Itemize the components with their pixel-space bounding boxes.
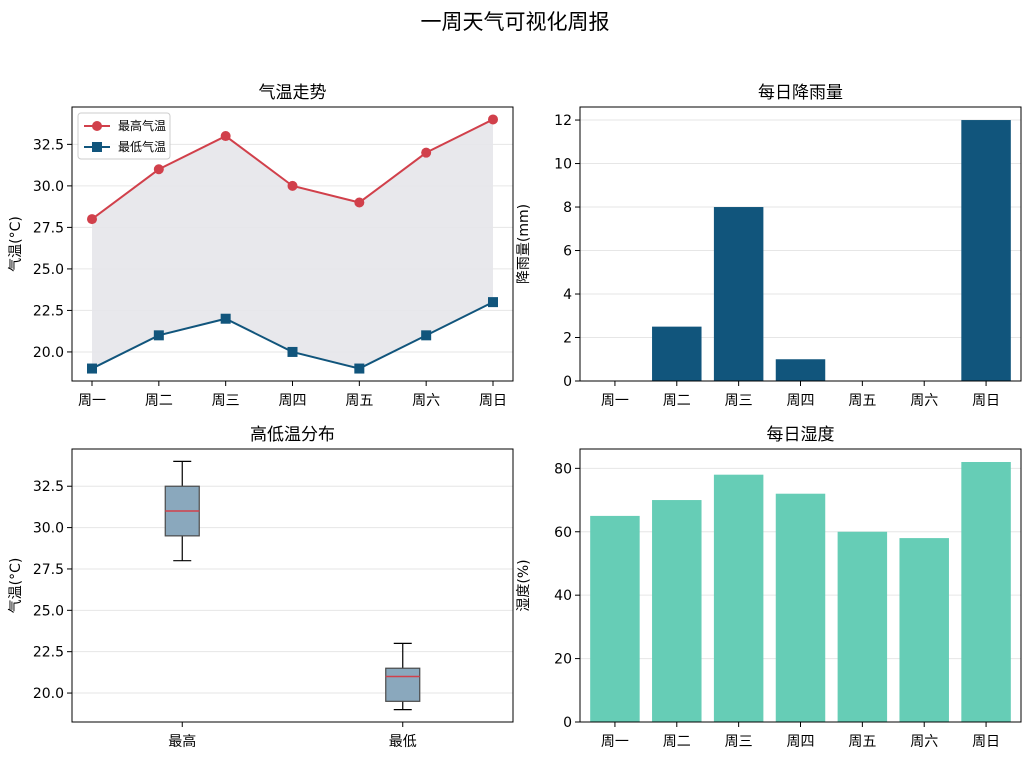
data-point-min bbox=[354, 363, 365, 374]
data-point-min bbox=[287, 346, 298, 357]
bar bbox=[775, 359, 826, 381]
chart-title: 每日降雨量 bbox=[758, 83, 843, 103]
x-tick-label: 周三 bbox=[725, 393, 753, 409]
x-tick-label: 周三 bbox=[212, 393, 240, 409]
x-tick-label: 周三 bbox=[725, 734, 753, 750]
y-tick-label: 30.0 bbox=[33, 179, 64, 195]
bar bbox=[775, 493, 826, 722]
bar bbox=[837, 531, 888, 722]
x-tick-label: 周四 bbox=[787, 393, 815, 409]
legend-label: 最高气温 bbox=[118, 118, 166, 133]
y-axis-label: 降雨量(mm) bbox=[516, 204, 532, 284]
chart-temp_box: 高低温分布 20.0 22.5 25.0 27.5 30.0 32.5 气温(°C) 最高 最低 bbox=[8, 425, 514, 750]
bar bbox=[899, 538, 949, 722]
bar bbox=[652, 326, 702, 381]
y-axis-label: 湿度(%) bbox=[516, 559, 532, 611]
y-tick-label: 60 bbox=[554, 525, 572, 541]
x-tick-label: 最高 bbox=[168, 733, 196, 750]
bar bbox=[590, 515, 640, 722]
y-tick-label: 32.5 bbox=[33, 137, 64, 153]
figure-title: 一周天气可视化周报 bbox=[420, 10, 610, 34]
x-tick-label: 周日 bbox=[972, 393, 1000, 409]
data-point-max bbox=[153, 164, 164, 175]
chart-humidity: 每日湿度 0 20 40 60 80 湿度(%) 周一 周二 周三 周四 周五 周六 周日 bbox=[516, 425, 1022, 750]
y-tick-label: 20.0 bbox=[33, 686, 64, 702]
x-tick-label: 周二 bbox=[663, 734, 691, 750]
y-tick-label: 32.5 bbox=[33, 479, 64, 495]
y-tick-label: 30.0 bbox=[33, 521, 64, 537]
x-tick-label: 周一 bbox=[601, 734, 629, 750]
data-point-max bbox=[220, 131, 231, 142]
x-tick-label: 周一 bbox=[78, 393, 106, 409]
data-point-max bbox=[421, 147, 432, 158]
y-tick-label: 8 bbox=[563, 200, 572, 216]
x-tick-label: 周五 bbox=[848, 393, 876, 409]
bar bbox=[961, 462, 1011, 722]
x-tick-label: 周日 bbox=[479, 393, 507, 409]
data-point-min bbox=[153, 330, 164, 341]
data-point-min bbox=[87, 363, 97, 374]
y-tick-label: 0 bbox=[563, 374, 572, 390]
bar bbox=[961, 120, 1011, 382]
x-tick-label: 周四 bbox=[279, 393, 307, 409]
bar bbox=[713, 207, 764, 381]
axes-frame bbox=[71, 106, 514, 382]
legend-label: 最低气温 bbox=[118, 139, 166, 154]
x-tick-label: 周五 bbox=[345, 393, 373, 409]
x-tick-label: 周一 bbox=[601, 393, 629, 409]
y-tick-label: 25.0 bbox=[33, 262, 64, 278]
x-tick-label: 周四 bbox=[787, 734, 815, 750]
axes-frame bbox=[579, 448, 1022, 723]
y-tick-label: 27.5 bbox=[33, 220, 64, 236]
x-tick-label: 最低 bbox=[389, 734, 417, 750]
x-tick-label: 周六 bbox=[412, 393, 440, 409]
data-point-max bbox=[87, 214, 97, 225]
x-tick-label: 周六 bbox=[910, 393, 938, 409]
axes-frame bbox=[71, 448, 514, 723]
y-tick-label: 22.5 bbox=[33, 303, 64, 319]
y-tick-label: 20.0 bbox=[33, 345, 64, 361]
chart-temp_trend: 气温走势 20.0 22.5 25.0 27.5 30.0 32.5 气温(°C) 周一 周二 周三… bbox=[8, 83, 514, 409]
x-tick-label: 周二 bbox=[145, 393, 173, 409]
x-tick-label: 周六 bbox=[910, 734, 938, 750]
y-tick-label: 80 bbox=[554, 461, 572, 477]
chart-title: 气温走势 bbox=[259, 83, 327, 103]
y-tick-label: 27.5 bbox=[33, 562, 64, 578]
bar bbox=[713, 474, 764, 722]
data-point-min bbox=[220, 313, 231, 324]
y-tick-label: 0 bbox=[563, 715, 572, 731]
y-tick-label: 2 bbox=[563, 331, 572, 347]
x-tick-label: 周五 bbox=[848, 734, 876, 750]
y-tick-label: 10 bbox=[554, 157, 572, 173]
y-tick-label: 4 bbox=[563, 287, 572, 303]
bar bbox=[652, 500, 702, 722]
y-axis-label: 气温(°C) bbox=[8, 216, 24, 272]
x-tick-label: 周二 bbox=[663, 393, 691, 409]
legend-marker bbox=[92, 142, 102, 152]
y-tick-label: 22.5 bbox=[33, 645, 64, 661]
chart-title: 高低温分布 bbox=[250, 425, 335, 445]
x-tick-label: 周日 bbox=[972, 734, 1000, 750]
y-tick-label: 25.0 bbox=[33, 603, 64, 619]
data-point-max bbox=[287, 180, 298, 191]
axes-frame bbox=[579, 106, 1022, 382]
data-point-max bbox=[354, 197, 365, 208]
data-point-min bbox=[488, 297, 498, 308]
y-tick-label: 20 bbox=[554, 652, 572, 668]
y-axis-label: 气温(°C) bbox=[8, 558, 24, 614]
y-tick-label: 6 bbox=[563, 244, 572, 260]
y-tick-label: 40 bbox=[554, 588, 572, 604]
chart-rainfall: 每日降雨量 0 2 4 6 8 10 12 降雨量(mm) 周一 周二 周三 周四 周五 周六 周日 bbox=[516, 83, 1022, 409]
data-point-max bbox=[488, 114, 498, 125]
box bbox=[385, 667, 421, 702]
data-point-min bbox=[421, 330, 432, 341]
range-fill bbox=[92, 119, 493, 369]
legend-marker bbox=[92, 121, 102, 131]
chart-title: 每日湿度 bbox=[767, 425, 835, 445]
y-tick-label: 12 bbox=[554, 113, 572, 129]
